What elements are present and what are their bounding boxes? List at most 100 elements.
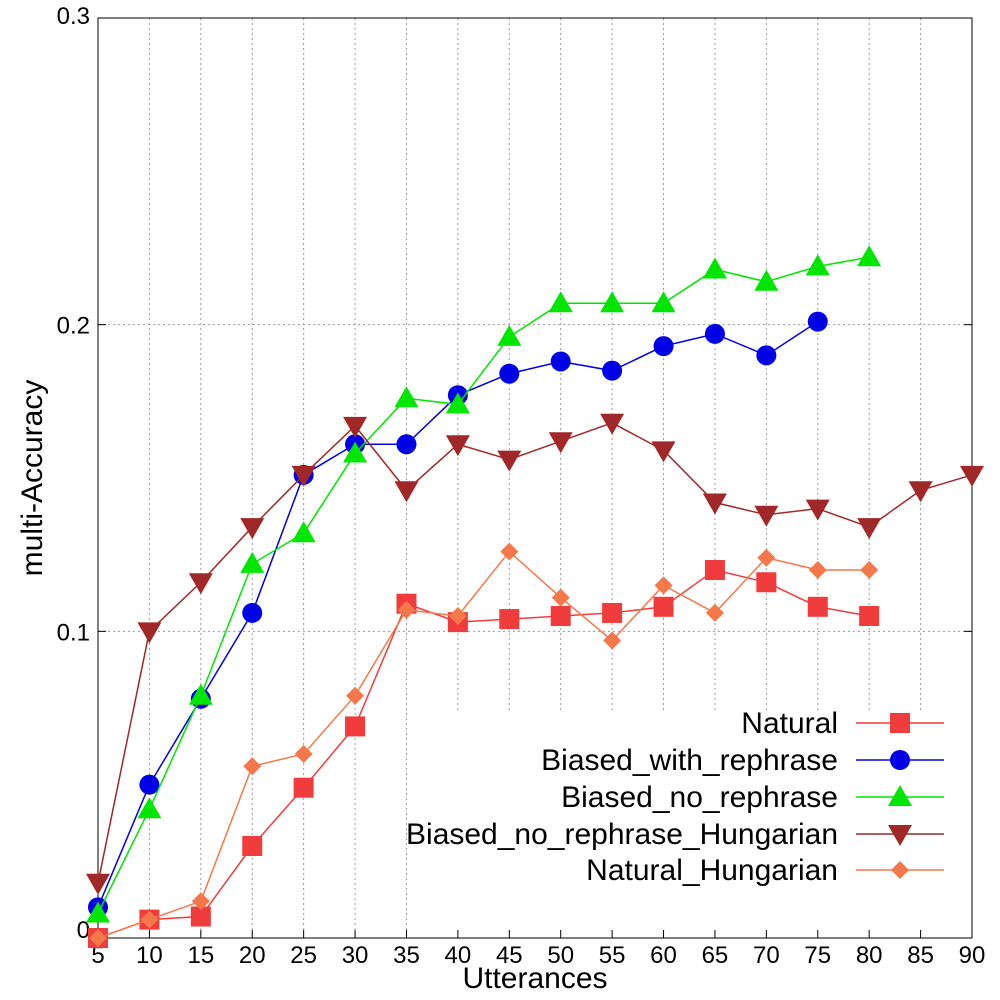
x-tick-label: 90 (959, 942, 986, 969)
series-line-natural (97, 569, 870, 939)
legend-label: Biased_no_rephrase (561, 781, 838, 814)
legend-item-biased-no-rephrase-hungarian: Biased_no_rephrase_Hungarian (406, 818, 944, 851)
data-point-natural-hungarian (346, 686, 365, 705)
data-point-biased-no-rephrase (754, 269, 779, 291)
data-point-natural (859, 606, 880, 626)
series-line-natural-hungarian (97, 550, 870, 939)
data-point-biased-with-rephrase (550, 351, 571, 372)
data-point-biased-no-rephrase (343, 441, 368, 463)
y-axis-title: multi-Accuracy (16, 380, 49, 577)
legend-label: Natural_Hungarian (586, 854, 838, 887)
data-point-natural-hungarian (294, 745, 313, 763)
legend-label: Natural (741, 707, 838, 740)
data-point-biased-no-rephrase-hungarian (291, 465, 316, 487)
data-point-biased-no-rephrase-hungarian (805, 499, 830, 521)
data-point-natural (653, 596, 674, 617)
data-point-natural (499, 609, 520, 630)
data-point-biased-with-rephrase (756, 345, 777, 366)
legend-marker-biased-with-rephrase (890, 750, 910, 770)
data-point-biased-no-rephrase (86, 901, 110, 923)
data-point-natural (345, 716, 366, 737)
legend-item-biased-with-rephrase: Biased_with_rephrase (541, 744, 944, 777)
data-point-biased-with-rephrase (653, 336, 674, 357)
legend-marker-biased-no-rephrase-hungarian (888, 825, 912, 846)
data-point-biased-no-rephrase-hungarian (960, 465, 984, 487)
data-point-biased-no-rephrase-hungarian (343, 416, 368, 438)
data-point-biased-no-rephrase-hungarian (394, 481, 419, 503)
x-tick-label: 50 (547, 942, 574, 969)
grid-lines (98, 18, 972, 938)
data-point-biased-with-rephrase (139, 774, 160, 795)
data-point-biased-no-rephrase-hungarian (86, 873, 110, 895)
data-point-biased-no-rephrase (497, 324, 522, 346)
data-point-natural-hungarian (89, 929, 107, 947)
data-point-biased-no-rephrase-hungarian (497, 450, 522, 472)
series-layer (86, 245, 984, 948)
data-point-biased-with-rephrase (499, 363, 520, 384)
data-point-natural-hungarian (500, 542, 519, 561)
series-natural-hungarian (89, 542, 879, 947)
data-point-natural-hungarian (191, 892, 210, 911)
x-tick-label: 10 (136, 942, 163, 969)
data-point-biased-no-rephrase (805, 254, 830, 276)
data-point-biased-no-rephrase (240, 551, 265, 573)
y-tick-label: 0.3 (57, 3, 90, 30)
data-point-natural-hungarian (603, 631, 622, 650)
data-point-biased-with-rephrase (704, 323, 725, 344)
x-tick-label: 80 (856, 942, 883, 969)
data-point-natural (293, 777, 314, 798)
data-point-biased-no-rephrase (394, 386, 419, 408)
data-point-biased-no-rephrase (600, 291, 625, 313)
data-point-natural (550, 606, 571, 626)
data-point-biased-no-rephrase (445, 392, 470, 414)
x-tick-label: 55 (599, 942, 626, 969)
series-biased-no-rephrase (86, 245, 882, 923)
data-point-biased-no-rephrase-hungarian (445, 435, 470, 457)
legend-marker-biased-no-rephrase (888, 785, 912, 806)
x-tick-label: 15 (187, 942, 214, 969)
data-point-biased-no-rephrase-hungarian (188, 573, 213, 595)
x-tick-label: 25 (290, 942, 317, 969)
data-point-biased-no-rephrase-hungarian (600, 413, 625, 435)
y-tick-label: 0.1 (57, 619, 90, 646)
data-point-natural-hungarian (654, 576, 673, 595)
legend-label: Biased_no_rephrase_Hungarian (406, 818, 838, 851)
legend-marker-natural-hungarian (891, 861, 909, 879)
data-point-biased-no-rephrase-hungarian (548, 432, 573, 454)
data-point-biased-no-rephrase (702, 257, 727, 279)
legend: Natural Biased_with_rephrase Biased_no_rep… (406, 707, 944, 887)
data-point-natural-hungarian (243, 757, 262, 776)
series-line-biased-no-rephrase (97, 256, 870, 914)
x-tick-label: 75 (804, 942, 831, 969)
data-point-biased-no-rephrase-hungarian (754, 505, 779, 527)
x-tick-label: 60 (650, 942, 677, 969)
x-tick-label: 5 (91, 942, 104, 969)
data-point-natural-hungarian (860, 561, 879, 579)
data-point-biased-no-rephrase-hungarian (651, 441, 676, 463)
data-point-natural-hungarian (551, 588, 570, 607)
legend-label: Biased_with_rephrase (541, 744, 838, 777)
data-point-biased-no-rephrase-hungarian (240, 518, 265, 540)
data-point-biased-no-rephrase-hungarian (137, 622, 162, 644)
series-natural (88, 560, 880, 948)
data-point-natural-hungarian (808, 561, 827, 579)
data-point-biased-no-rephrase (291, 521, 316, 543)
data-point-natural-hungarian (140, 910, 159, 929)
data-point-biased-with-rephrase (396, 434, 417, 455)
data-point-biased-with-rephrase (242, 602, 263, 623)
data-point-biased-no-rephrase-hungarian (702, 493, 727, 515)
data-point-biased-no-rephrase (188, 683, 213, 705)
x-tick-label: 30 (342, 942, 369, 969)
data-point-natural-hungarian (705, 603, 724, 622)
legend-item-biased-no-rephrase: Biased_no_rephrase (561, 781, 944, 814)
data-point-natural (242, 836, 263, 856)
x-tick-label: 35 (393, 942, 420, 969)
x-tick-label: 45 (496, 942, 523, 969)
x-tick-label: 20 (239, 942, 266, 969)
data-point-natural (756, 572, 777, 593)
y-tick-label: 0.2 (57, 313, 90, 340)
series-biased-no-rephrase-hungarian (86, 413, 984, 895)
data-point-natural-hungarian (448, 607, 467, 625)
data-point-biased-with-rephrase (807, 311, 828, 332)
